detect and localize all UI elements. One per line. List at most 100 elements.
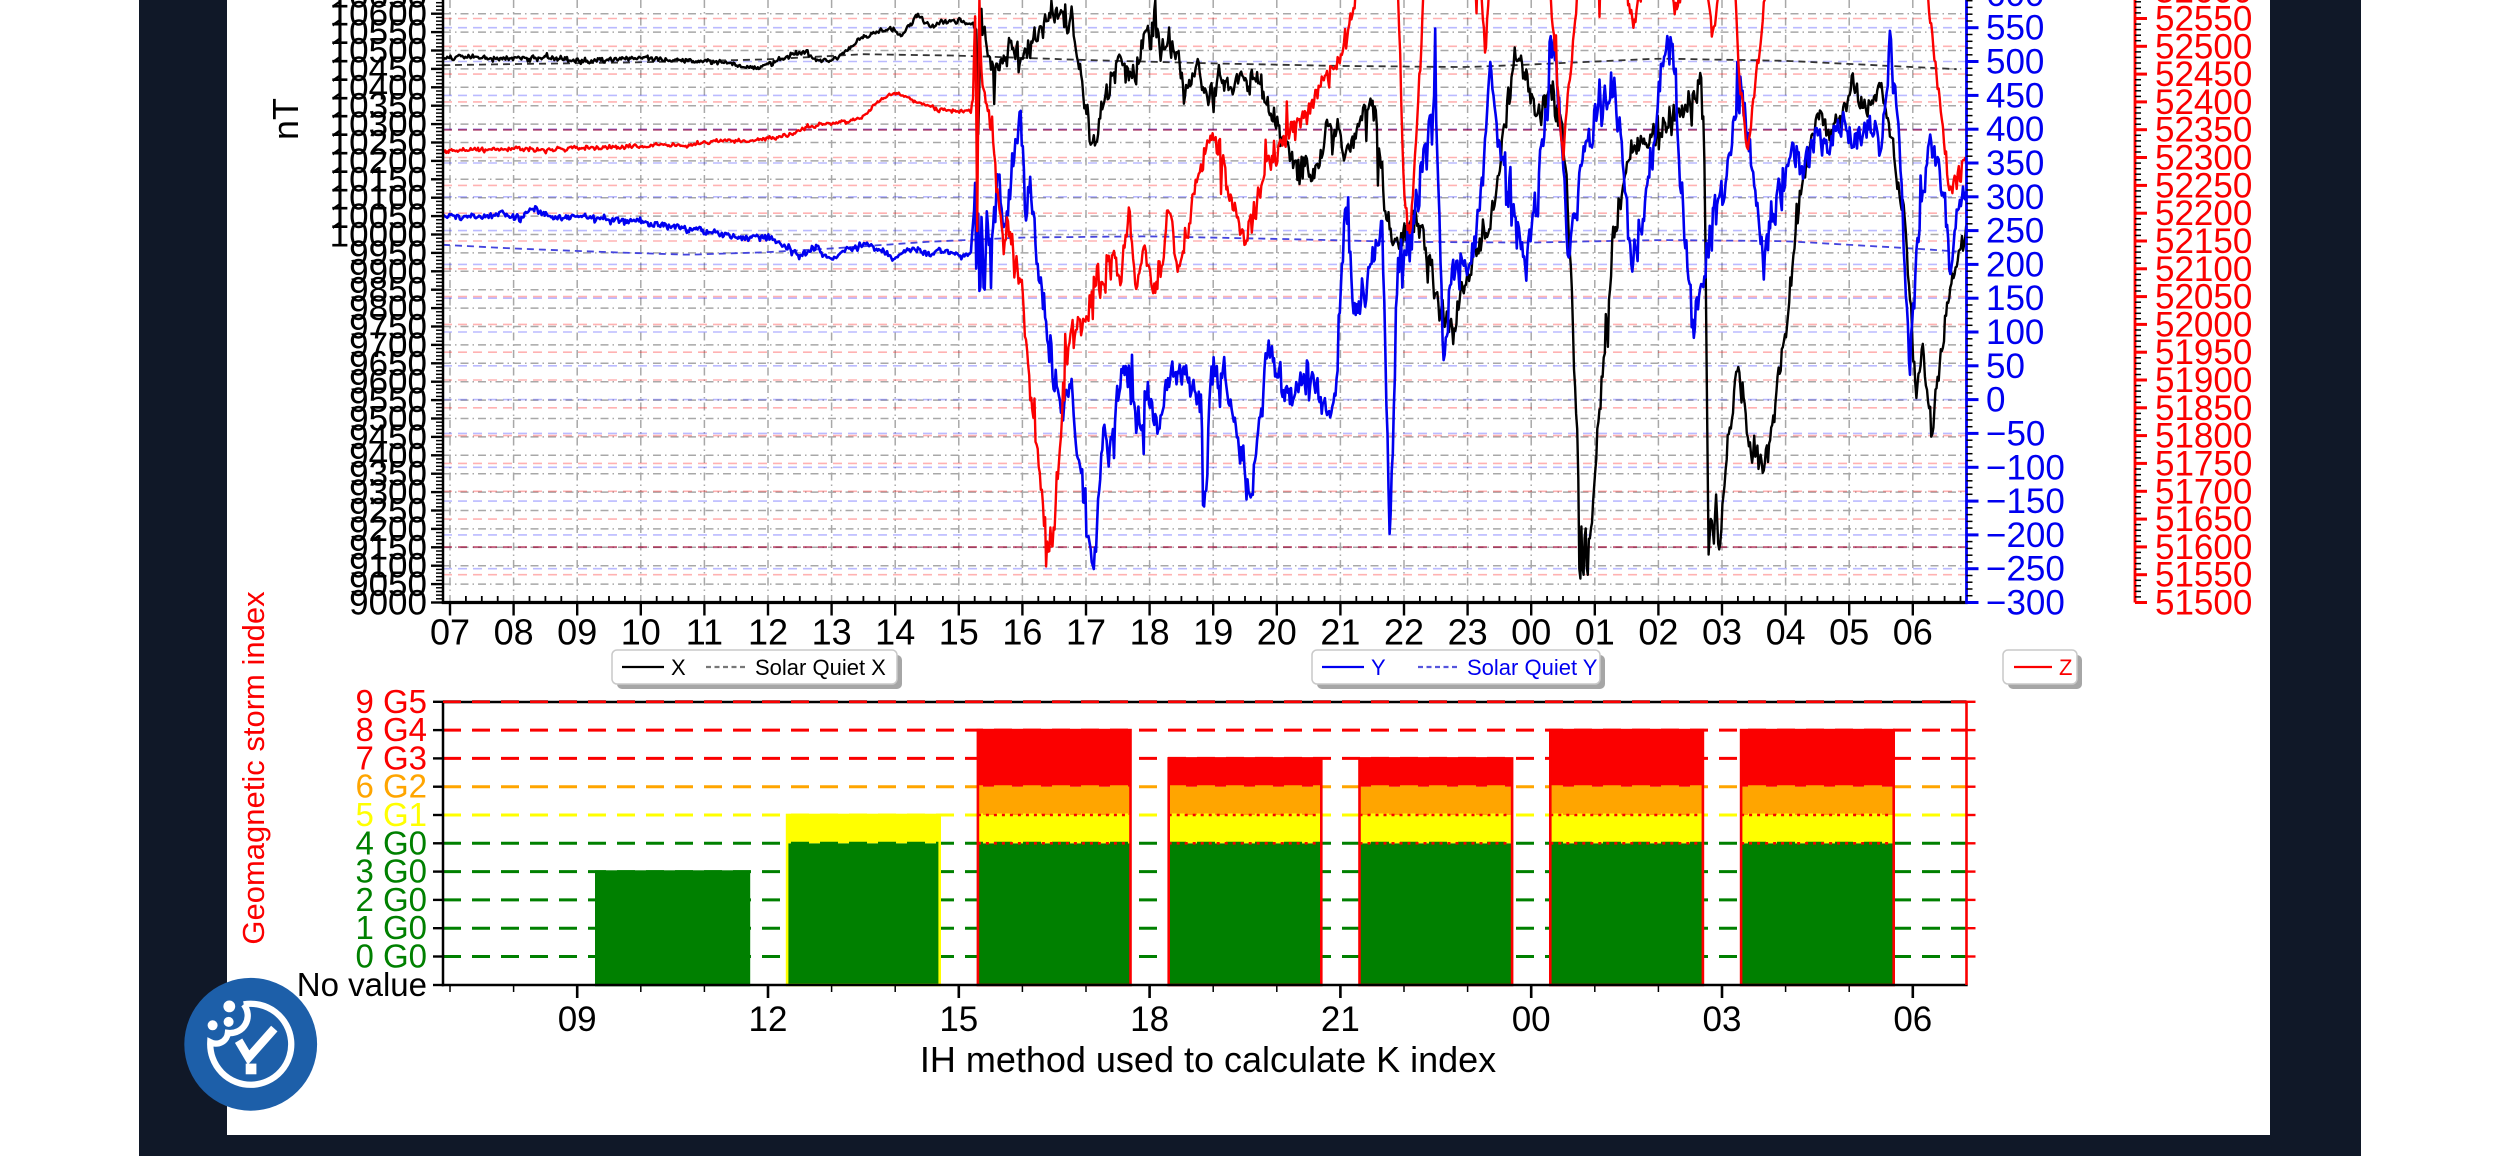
svg-text:3 G0: 3 G0 bbox=[355, 853, 427, 890]
svg-text:10550: 10550 bbox=[330, 13, 427, 52]
svg-text:9500: 9500 bbox=[349, 400, 427, 439]
svg-text:9750: 9750 bbox=[349, 308, 427, 347]
svg-text:02: 02 bbox=[1638, 612, 1678, 653]
svg-text:10300: 10300 bbox=[330, 105, 427, 144]
svg-text:10350: 10350 bbox=[330, 87, 427, 126]
svg-text:51800: 51800 bbox=[2155, 417, 2252, 456]
svg-text:9700: 9700 bbox=[349, 326, 427, 365]
svg-text:−300: −300 bbox=[1986, 584, 2065, 623]
svg-text:51500: 51500 bbox=[2155, 584, 2252, 623]
svg-text:9950: 9950 bbox=[349, 234, 427, 273]
svg-text:9800: 9800 bbox=[349, 289, 427, 328]
svg-text:10100: 10100 bbox=[330, 179, 427, 218]
svg-text:10400: 10400 bbox=[330, 68, 427, 107]
svg-text:5 G1: 5 G1 bbox=[355, 796, 427, 833]
svg-text:9900: 9900 bbox=[349, 252, 427, 291]
svg-text:00: 00 bbox=[1512, 1000, 1551, 1039]
svg-text:06: 06 bbox=[1893, 612, 1933, 653]
svg-text:500: 500 bbox=[1986, 43, 2044, 82]
svg-text:52400: 52400 bbox=[2155, 83, 2252, 122]
svg-text:9 G5: 9 G5 bbox=[355, 683, 427, 720]
svg-text:52150: 52150 bbox=[2155, 222, 2252, 261]
svg-text:05: 05 bbox=[1829, 612, 1869, 653]
svg-text:52300: 52300 bbox=[2155, 139, 2252, 178]
svg-text:11: 11 bbox=[686, 612, 723, 653]
svg-text:52250: 52250 bbox=[2155, 166, 2252, 205]
svg-text:21: 21 bbox=[1321, 1000, 1360, 1039]
svg-text:9100: 9100 bbox=[349, 547, 427, 586]
svg-text:19: 19 bbox=[1193, 612, 1233, 653]
svg-text:9650: 9650 bbox=[349, 344, 427, 383]
svg-text:03: 03 bbox=[1703, 1000, 1742, 1039]
svg-text:20: 20 bbox=[1257, 612, 1297, 653]
svg-text:52450: 52450 bbox=[2155, 55, 2252, 94]
svg-text:52200: 52200 bbox=[2155, 194, 2252, 233]
svg-text:52100: 52100 bbox=[2155, 250, 2252, 289]
svg-text:52350: 52350 bbox=[2155, 111, 2252, 150]
svg-text:13: 13 bbox=[812, 612, 852, 653]
svg-text:52500: 52500 bbox=[2155, 27, 2252, 66]
svg-text:350: 350 bbox=[1986, 144, 2044, 183]
svg-text:04: 04 bbox=[1766, 612, 1806, 653]
svg-text:−50: −50 bbox=[1986, 414, 2045, 453]
svg-text:Geomagnetic storm index: Geomagnetic storm index bbox=[236, 591, 271, 945]
svg-text:52050: 52050 bbox=[2155, 278, 2252, 317]
svg-text:IH method used to calculate K: IH method used to calculate K index bbox=[920, 1039, 1496, 1080]
svg-text:06: 06 bbox=[1893, 1000, 1932, 1039]
svg-text:16: 16 bbox=[1002, 612, 1042, 653]
svg-text:100: 100 bbox=[1986, 313, 2044, 352]
svg-text:9300: 9300 bbox=[349, 473, 427, 512]
svg-text:Solar Quiet Y: Solar Quiet Y bbox=[1467, 655, 1598, 680]
svg-text:250: 250 bbox=[1986, 212, 2044, 251]
svg-text:6 G2: 6 G2 bbox=[355, 768, 427, 805]
svg-text:21: 21 bbox=[1320, 612, 1360, 653]
svg-text:Y: Y bbox=[1371, 655, 1386, 680]
svg-text:−200: −200 bbox=[1986, 516, 2065, 555]
svg-text:10050: 10050 bbox=[330, 197, 427, 236]
svg-text:400: 400 bbox=[1986, 110, 2044, 149]
svg-text:09: 09 bbox=[557, 612, 597, 653]
svg-text:10150: 10150 bbox=[330, 160, 427, 199]
svg-text:50: 50 bbox=[1986, 347, 2025, 386]
svg-text:52600: 52600 bbox=[2155, 0, 2252, 11]
svg-text:Solar Quiet X: Solar Quiet X bbox=[755, 655, 886, 680]
svg-text:−150: −150 bbox=[1986, 482, 2065, 521]
svg-text:10600: 10600 bbox=[330, 0, 427, 34]
svg-text:450: 450 bbox=[1986, 76, 2044, 115]
svg-text:52000: 52000 bbox=[2155, 305, 2252, 344]
svg-text:−100: −100 bbox=[1986, 448, 2065, 487]
svg-text:9850: 9850 bbox=[349, 271, 427, 310]
svg-text:10200: 10200 bbox=[330, 142, 427, 181]
svg-text:51950: 51950 bbox=[2155, 333, 2252, 372]
svg-text:52550: 52550 bbox=[2155, 0, 2252, 39]
svg-text:9150: 9150 bbox=[349, 528, 427, 567]
svg-text:10450: 10450 bbox=[330, 50, 427, 89]
svg-text:9600: 9600 bbox=[349, 363, 427, 402]
svg-text:9250: 9250 bbox=[349, 492, 427, 531]
svg-text:01: 01 bbox=[1575, 612, 1615, 653]
svg-text:15: 15 bbox=[939, 1000, 978, 1039]
svg-text:51650: 51650 bbox=[2155, 500, 2252, 539]
svg-text:150: 150 bbox=[1986, 279, 2044, 318]
svg-text:51750: 51750 bbox=[2155, 444, 2252, 483]
svg-text:10: 10 bbox=[621, 612, 661, 653]
svg-text:15: 15 bbox=[939, 612, 979, 653]
svg-text:9000: 9000 bbox=[349, 584, 427, 623]
svg-text:18: 18 bbox=[1130, 1000, 1169, 1039]
svg-text:9200: 9200 bbox=[349, 510, 427, 549]
svg-text:9400: 9400 bbox=[349, 436, 427, 475]
svg-text:18: 18 bbox=[1130, 612, 1170, 653]
svg-text:7 G3: 7 G3 bbox=[355, 739, 427, 776]
svg-text:51850: 51850 bbox=[2155, 389, 2252, 428]
svg-text:14: 14 bbox=[875, 612, 915, 653]
svg-text:No value: No value bbox=[297, 966, 427, 1003]
svg-text:X: X bbox=[671, 655, 686, 680]
svg-text:51550: 51550 bbox=[2155, 556, 2252, 595]
svg-text:9450: 9450 bbox=[349, 418, 427, 457]
svg-text:10000: 10000 bbox=[330, 216, 427, 255]
svg-text:12: 12 bbox=[748, 612, 788, 653]
svg-text:8 G4: 8 G4 bbox=[355, 711, 427, 748]
svg-text:9050: 9050 bbox=[349, 565, 427, 604]
svg-text:10500: 10500 bbox=[330, 32, 427, 71]
svg-text:9550: 9550 bbox=[349, 381, 427, 420]
